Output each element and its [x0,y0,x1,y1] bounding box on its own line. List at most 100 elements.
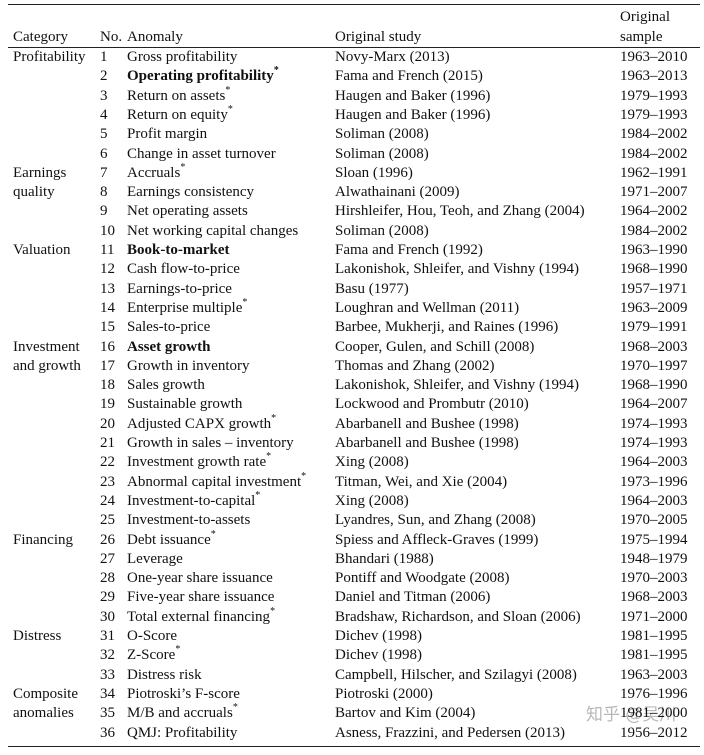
row-no: 34 [100,685,115,702]
sample: 1963–2010 [620,49,688,65]
anomaly: O-Score [127,627,177,646]
category: anomalies [13,705,74,722]
row-no: 26 [100,531,115,548]
category: Valuation [13,242,71,258]
study: Cooper, Gulen, and Schill (2008) [335,338,535,355]
row-no: 17 [100,357,115,374]
anomaly: Investment-to-assets [127,511,250,530]
sample: 1963–2013 [620,68,688,85]
anomaly: Book-to-market [127,241,229,260]
row-no: 31 [100,628,115,644]
study: Loughran and Wellman (2011) [335,299,520,316]
sample: 1968–2003 [620,589,688,606]
row-no: 16 [100,338,115,355]
anomaly: Sales growth [127,376,205,395]
marker: * [227,103,233,115]
row-no: 25 [100,512,115,529]
anomaly: Five-year share issuance [127,588,274,607]
study: Dichev (1998) [335,647,423,664]
row-no: 5 [100,126,108,143]
header-no: No. [100,29,123,45]
anomaly-name: Return on assets [127,87,226,104]
row-no: 9 [100,203,108,220]
study: Fama and French (1992) [335,242,483,258]
anomaly-name: Gross profitability [127,49,238,65]
sample: 1968–1990 [620,261,688,278]
anomaly: Gross profitability [127,48,237,67]
anomaly-name: Asset growth [127,338,211,355]
anomaly: Net operating assets [127,202,248,221]
anomaly-name: Growth in sales – inventory [127,435,294,451]
marker: * [270,605,276,617]
sample: 1973–1996 [620,473,688,490]
study: Alwathainani (2009) [335,184,460,201]
marker: * [266,451,272,463]
study: Bartov and Kim (2004) [335,705,476,722]
sample: 1984–2002 [620,222,688,239]
study: Lyandres, Sun, and Zhang (2008) [335,512,536,529]
row-no: 8 [100,184,108,201]
sample: 1948–1979 [620,550,688,567]
category: Profitability [13,49,86,65]
header-category: Category [13,29,68,45]
row-no: 2 [100,68,108,85]
study: Asness, Frazzini, and Pedersen (2013) [335,724,565,741]
anomaly-name: Earnings-to-price [127,280,232,297]
anomaly: Distress risk [127,666,202,685]
study: Novy-Marx (2013) [335,49,450,65]
row-no: 35 [100,705,115,722]
anomaly: Cash flow-to-price [127,260,240,279]
study: Lockwood and Prombutr (2010) [335,396,529,413]
row-no: 32 [100,647,115,664]
row-no: 15 [100,319,115,336]
row-no: 19 [100,396,115,413]
sample: 1981–1995 [620,628,688,644]
sample: 1984–2002 [620,126,688,143]
study: Haugen and Baker (1996) [335,106,491,123]
study: Abarbanell and Bushee (1998) [335,435,519,451]
study: Xing (2008) [335,492,409,509]
row-no: 20 [100,415,115,432]
anomaly: Total external financing* [127,605,276,627]
row-no: 33 [100,666,115,683]
row-no: 23 [100,473,115,490]
header-sample: Original [620,9,670,25]
row-no: 29 [100,589,115,606]
study: Dichev (1998) [335,628,423,644]
marker: * [255,489,261,501]
anomaly-name: Abnormal capital investment [127,473,302,490]
anomaly: Profit margin [127,125,207,144]
anomaly-name: Growth in inventory [127,357,250,374]
header-study: Original study [335,29,422,45]
marker: * [175,644,181,656]
study: Haugen and Baker (1996) [335,87,491,104]
sample: 1964–2007 [620,396,688,413]
study: Xing (2008) [335,454,409,471]
anomaly: Earnings consistency [127,183,254,202]
sample: 1963–2003 [620,666,688,683]
row-no: 24 [100,492,115,509]
anomaly-name: Adjusted CAPX growth [127,415,272,432]
anomaly: Return on assets* [127,85,230,106]
top-rule [8,4,700,5]
anomaly: Piotroski’s F-score [127,685,240,704]
anomaly: Net working capital changes [127,222,298,241]
sample: 1964–2003 [620,492,688,509]
row-no: 28 [100,570,115,587]
anomaly-name: Accruals [127,164,181,181]
anomaly: QMJ: Profitability [127,724,237,743]
anomaly-name: Profit margin [127,126,208,143]
row-no: 36 [100,724,115,741]
marker: * [301,470,307,482]
sample: 1962–1991 [620,164,688,181]
sample: 1981–1995 [620,647,688,664]
study: Hirshleifer, Hou, Teoh, and Zhang (2004) [335,203,585,220]
bottom-rule [8,746,700,747]
anomaly-name: Sales-to-price [127,319,211,336]
anomaly: Accruals* [127,162,185,183]
anomaly-name: M/B and accruals [127,705,233,722]
sample: 1979–1991 [620,319,688,336]
anomaly-name: Cash flow-to-price [127,261,240,278]
sample: 1957–1971 [620,280,688,297]
anomaly: Sustainable growth [127,395,242,414]
